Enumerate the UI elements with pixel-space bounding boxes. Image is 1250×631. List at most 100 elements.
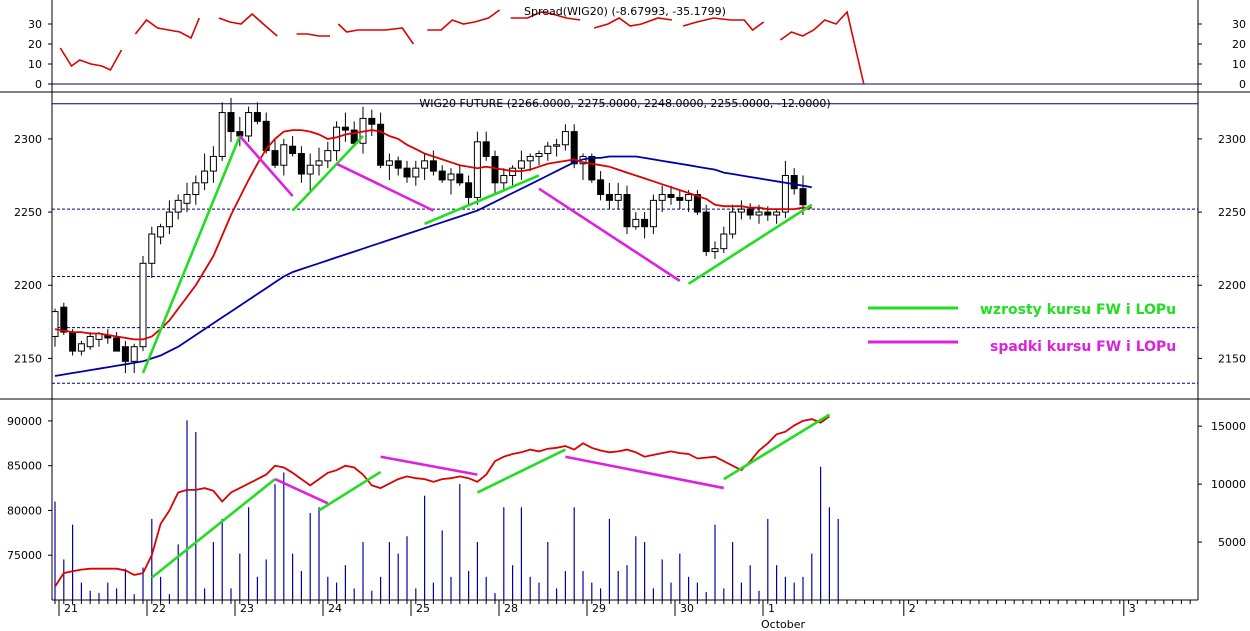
candle-body [561,131,569,146]
x-month-label: October [761,618,805,631]
candle-body [526,155,534,162]
candle-body [113,337,121,352]
candle-body [403,167,411,178]
candle-body [69,331,77,352]
candle-body [245,112,253,137]
candle-body [377,123,385,166]
spread-pane: 0 0 10 10 20 20 30 30 [28,9,1246,91]
trend-annotation-wzrost [150,478,276,579]
candle-body [447,173,455,181]
candle-body [77,343,85,352]
candle-body [500,174,508,184]
candle-body [289,145,297,155]
x-day-label: 23 [240,602,254,615]
candle-body [148,233,156,264]
candle-body [183,194,191,204]
x-day-label: 25 [416,602,430,615]
candle-body [605,194,613,201]
spread-line-segment [593,17,673,29]
volume-tick-label-right: 5000 [1218,536,1246,549]
x-day-label: 21 [64,602,78,615]
candle-body [729,211,737,235]
x-day-label: 24 [328,602,342,615]
spread-line-segment [779,10,865,85]
trend-annotation-spadek [538,187,681,282]
candle-body [781,174,789,213]
x-day-label: 29 [592,602,606,615]
candle-body [368,117,376,125]
oi-tick-label-left: 90000 [7,415,42,428]
spread-line-segment [510,11,581,21]
candle-body [394,160,402,169]
price-tick-label-left: 2300 [14,133,42,146]
candle-body [218,112,226,157]
candle-body [165,211,173,228]
spread-line-segment [337,23,415,45]
candle-body [588,155,596,181]
candle-body [773,211,781,216]
candle-body [491,155,499,184]
price-tick-label-left: 2250 [14,206,42,219]
candle-body [755,211,763,216]
candle-body [333,126,341,152]
candle-body [253,112,261,122]
volume-tick-label-right: 10000 [1211,478,1246,491]
x-day-label: 2 [909,602,916,615]
spread-line-segment [59,47,123,72]
volume-pane: 75000 80000 85000 90000 5000 10000 15000 [7,413,1246,600]
spread-tick-label-right: 20 [1232,38,1246,51]
candle-body [685,194,693,201]
price-tick-label-right: 2300 [1218,133,1246,146]
candle-body [341,126,349,131]
candle-body [597,179,605,196]
candle-body [174,199,182,213]
legend-label-spadki: spadki kursu FW i LOPu [990,339,1176,355]
trend-annotation-wzrost [141,135,242,374]
trend-annotation-spadek [565,455,725,490]
candle-body [192,182,200,196]
candle-body [86,335,94,348]
candle-body [676,196,684,201]
price-title: WIG20 FUTURE (2266.0000, 2275.0000, 2248… [419,97,830,110]
candle-body [139,262,147,348]
candle-body [315,160,323,166]
candle-body [737,208,745,213]
spread-title: Spread(WIG20) (-8.67993, -35.1799) [524,5,726,18]
price-tick-label-right: 2250 [1218,206,1246,219]
trend-annotation-spadek [380,455,478,476]
candle-body [350,129,358,144]
candle-body [201,170,209,184]
trend-annotation-wzrost [291,135,364,212]
candle-body [641,218,649,228]
candle-body [720,233,728,250]
candle-body [121,346,129,362]
candle-body [324,150,332,162]
moving-average-blue [54,155,812,377]
candle-body [799,188,807,206]
trend-annotation-wzrost [687,203,813,285]
spread-line-segment [218,12,278,37]
candle-body [473,141,481,198]
oi-tick-label-left: 80000 [7,504,42,517]
candle-body [746,208,754,216]
trend-annotation-wzrost [424,174,540,225]
candle-body [227,112,235,133]
candle-body [280,144,288,166]
candle-body [623,194,631,228]
candle-body [693,194,701,213]
spread-tick-label-left: 10 [28,58,42,71]
candle-body [51,311,59,337]
spread-tick-label-right: 10 [1232,58,1246,71]
candle-body [297,153,305,175]
oi-tick-label-left: 85000 [7,460,42,473]
candle-body [544,145,552,155]
spread-line-segment [134,17,201,40]
candle-body [614,194,622,201]
spread-tick-label-left: 0 [35,78,42,91]
oi-tick-label-left: 75000 [7,549,42,562]
x-day-label: 22 [152,602,166,615]
spread-tick-label-left: 20 [28,38,42,51]
trend-annotation-wzrost [318,470,382,512]
x-day-label: 30 [680,602,694,615]
